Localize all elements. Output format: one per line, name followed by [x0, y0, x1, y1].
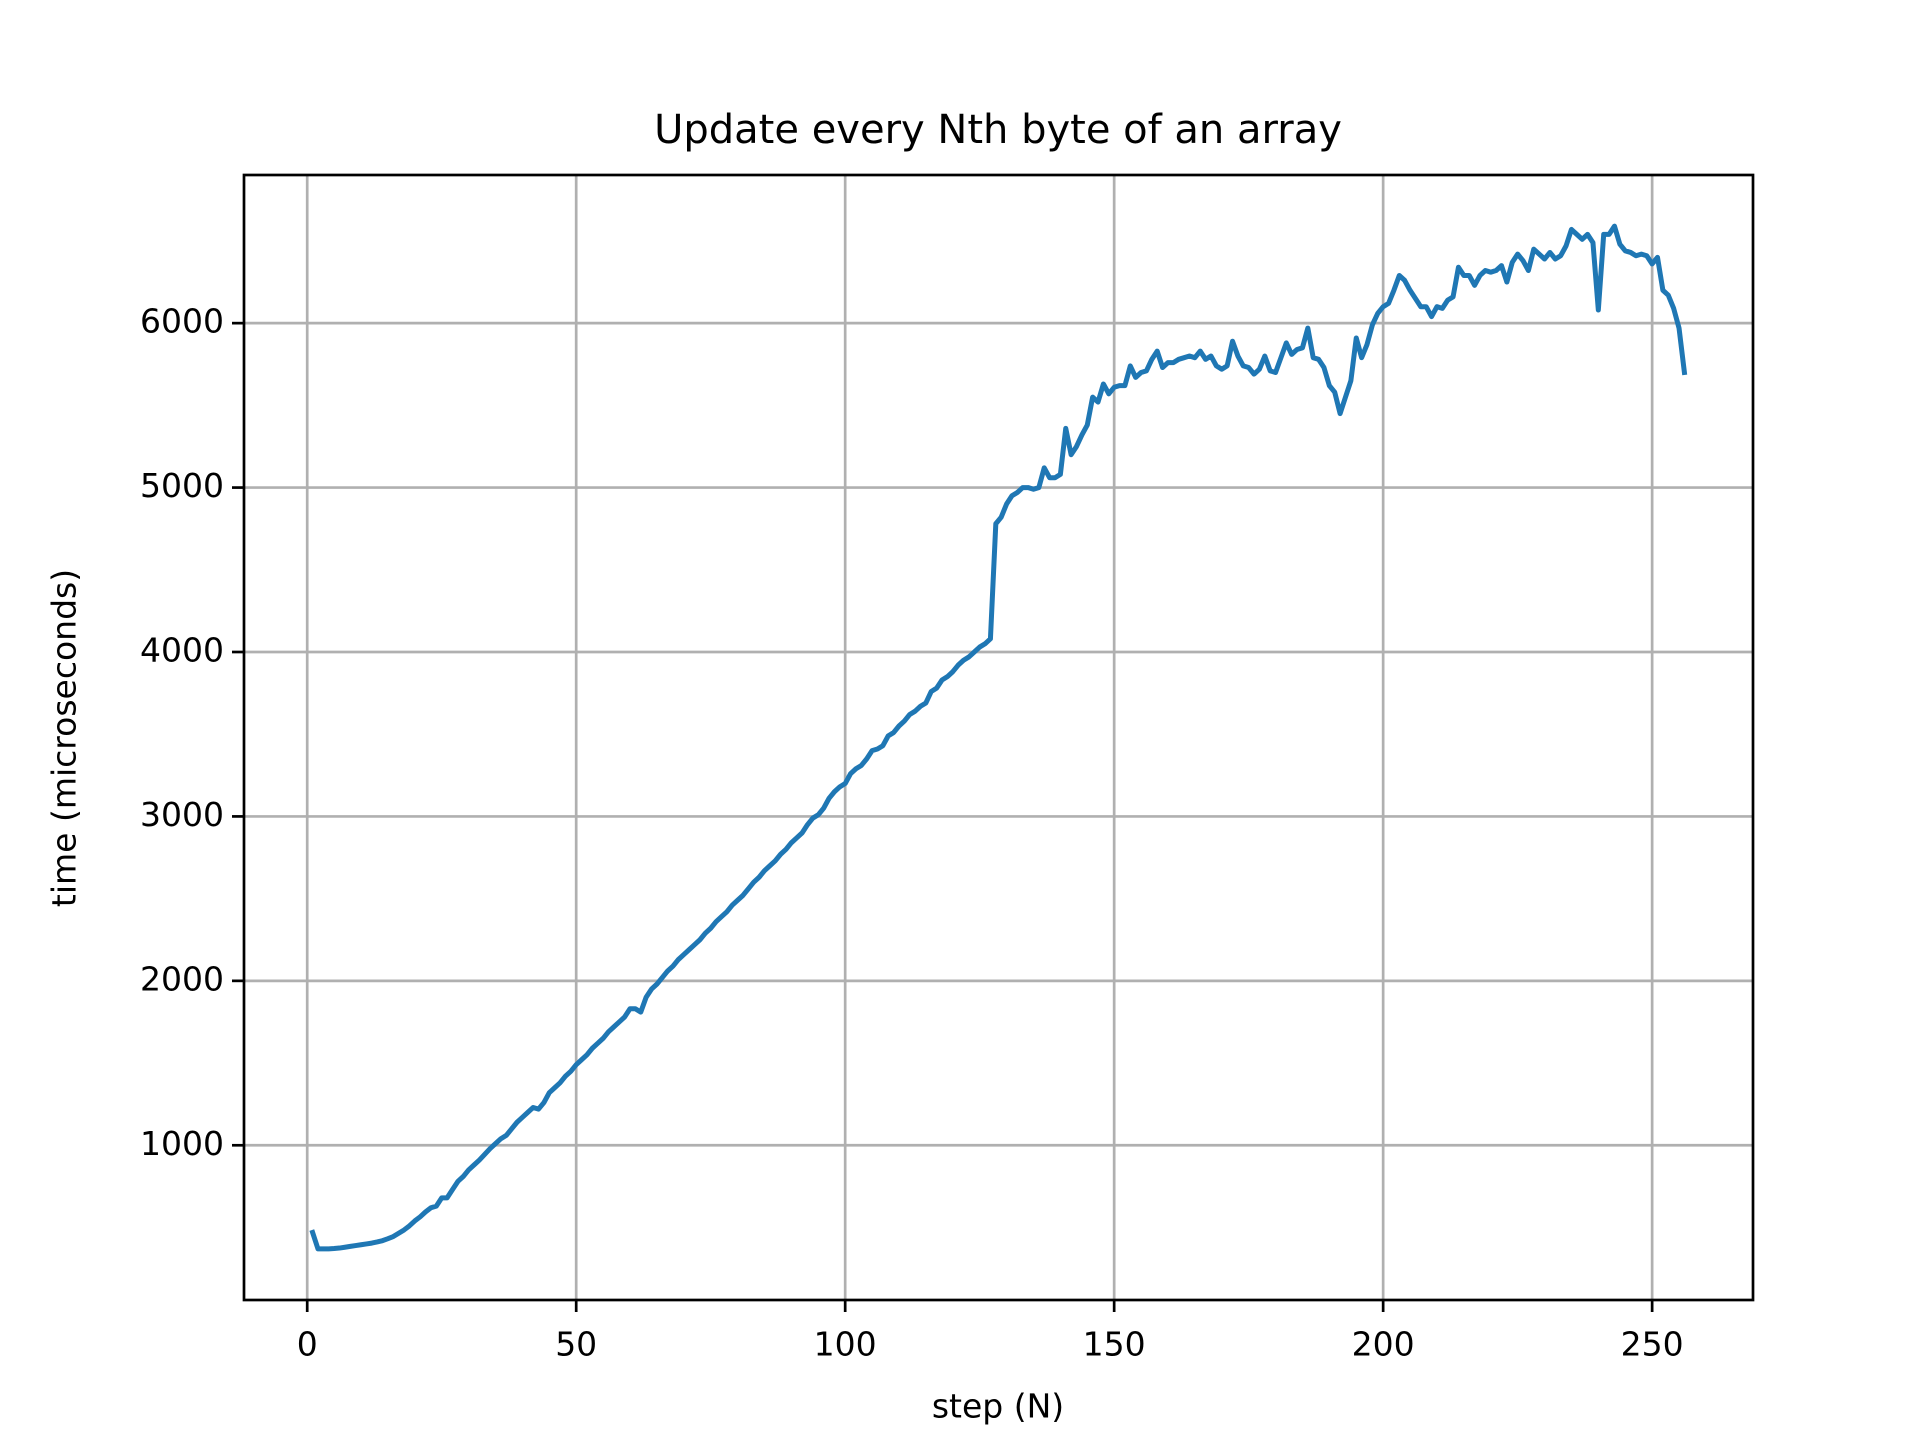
x-axis-label: step (N) — [932, 1387, 1064, 1426]
y-tick-label: 4000 — [140, 630, 224, 669]
x-tick-label: 100 — [814, 1325, 877, 1364]
data-line — [309, 223, 1688, 1252]
y-tick-label: 5000 — [140, 466, 224, 505]
x-tick-label: 0 — [297, 1325, 318, 1364]
plot-frame — [242, 173, 1755, 1302]
y-axis-label: time (microseconds) — [45, 569, 84, 907]
y-tick-label: 6000 — [140, 302, 224, 341]
x-tick-label: 50 — [555, 1325, 597, 1364]
x-tick-label: 250 — [1621, 1325, 1684, 1364]
y-tick-label: 2000 — [140, 959, 224, 998]
x-tick-label: 200 — [1352, 1325, 1415, 1364]
x-tick-label: 150 — [1083, 1325, 1146, 1364]
y-tick-label: 3000 — [140, 795, 224, 834]
y-tick-label: 1000 — [140, 1124, 224, 1163]
chart-title: Update every Nth byte of an array — [654, 107, 1342, 153]
